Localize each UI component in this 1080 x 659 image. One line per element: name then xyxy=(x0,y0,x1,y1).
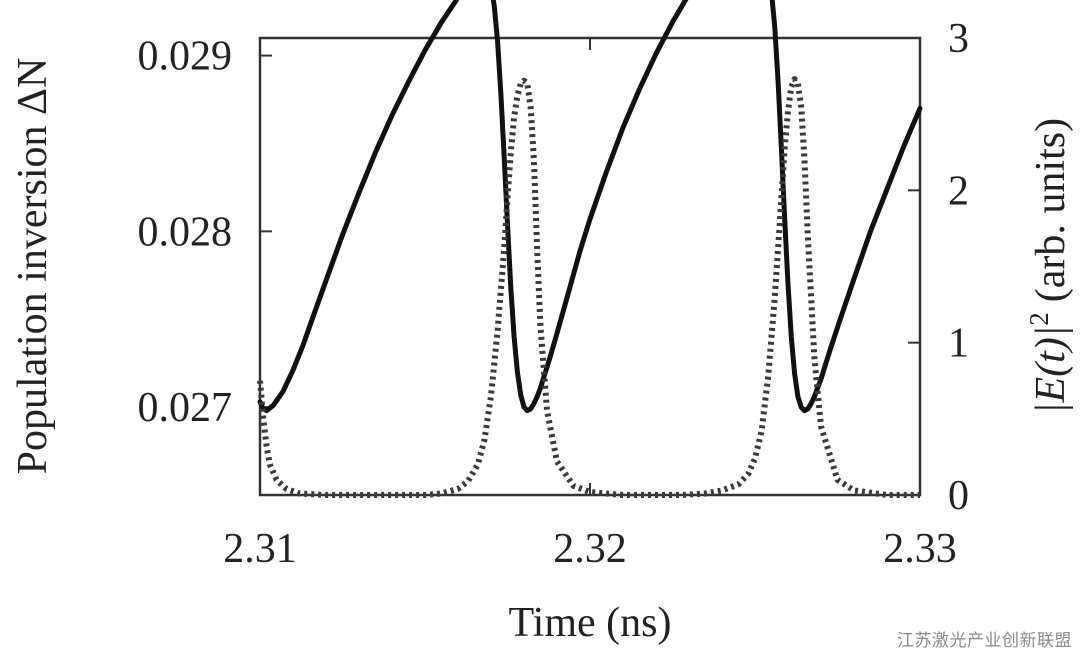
x-tick-label: 2.31 xyxy=(223,526,297,572)
y-axis-title-left: Population inversion ΔN xyxy=(10,58,56,475)
inversion-series-line xyxy=(257,0,923,414)
y-axis-title-right: |E(t)|2 (arb. units) xyxy=(1024,118,1074,414)
y-right-tick-label: 3 xyxy=(948,16,969,62)
y-left-tick-label: 0.029 xyxy=(138,34,233,80)
y-axis-title-right-math: |E(t)| xyxy=(1028,326,1074,414)
tick-labels: 2.31 2.32 2.33 0.027 0.028 0.029 0 1 2 3 xyxy=(138,16,970,572)
y-axis-title-right-sup: 2 xyxy=(1024,312,1054,326)
y-axis-title-right-units: (arb. units) xyxy=(1028,118,1074,302)
y-left-tick-label: 0.028 xyxy=(138,209,233,255)
y-right-tick-label: 0 xyxy=(948,473,969,519)
x-tick-label: 2.33 xyxy=(883,526,957,572)
intensity-series-line xyxy=(257,76,920,498)
x-tick-label: 2.32 xyxy=(553,526,627,572)
y-right-tick-label: 2 xyxy=(948,168,969,214)
series-layer xyxy=(257,0,923,498)
watermark-text: 江苏激光产业创新联盟 xyxy=(897,631,1072,651)
y-left-tick-label: 0.027 xyxy=(138,385,233,431)
x-axis-title: Time (ns) xyxy=(509,600,672,646)
y-right-tick-label: 1 xyxy=(948,321,969,367)
